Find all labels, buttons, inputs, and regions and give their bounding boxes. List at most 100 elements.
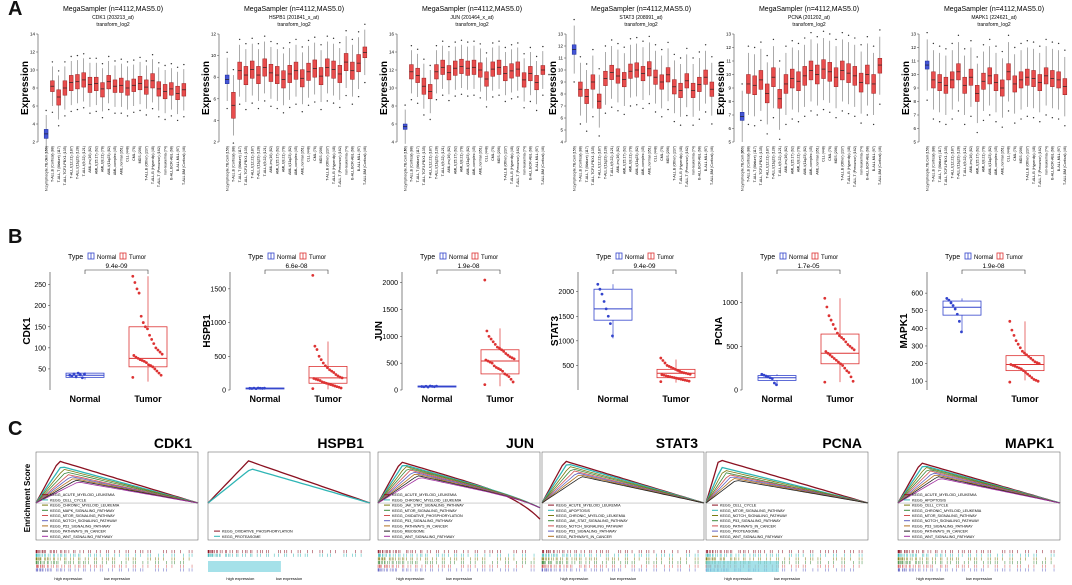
- pathway-label: KEGG_PATHWAYS_IN_CANCER: [556, 535, 612, 539]
- outlier: [829, 33, 831, 35]
- legend-normal-label: Normal: [789, 255, 808, 261]
- tumor-point: [490, 361, 494, 365]
- x-category-label: Normal: [761, 394, 792, 404]
- pathway-label: KEGG_MTOR_SIGNALING_PATHWAY: [720, 509, 785, 513]
- outlier: [251, 102, 253, 104]
- tumor-point: [487, 334, 491, 338]
- outlier: [673, 120, 676, 123]
- enrichment-curve: [377, 471, 541, 509]
- category-label: T-ALL,B (Other) (237): [673, 146, 677, 181]
- pathway-label: KEGG_P53_SIGNALING_PATHWAY: [912, 524, 973, 528]
- outlier: [1032, 41, 1035, 43]
- outlier: [238, 38, 241, 41]
- megasampler-title: MegaSampler (n=4112,MAS5.0): [591, 6, 691, 13]
- megasampler-title: MegaSampler (n=4112,MAS5.0): [244, 6, 344, 13]
- category-label: T-ALL,T (Precursor) (162): [685, 146, 689, 187]
- normal-point: [949, 301, 953, 305]
- outlier: [158, 62, 160, 64]
- category-label: MDS (206): [138, 146, 142, 163]
- megasampler-probe: STAT3 (208991_at): [619, 15, 663, 21]
- tumor-point: [334, 373, 338, 376]
- outlier: [479, 97, 481, 99]
- outlier: [473, 40, 475, 42]
- normal-point: [74, 375, 78, 379]
- gsea-ylabel: Enrichment Score: [23, 463, 32, 532]
- category-label: T-ALL,B (Cortical) (88): [410, 146, 414, 182]
- normal-point: [596, 282, 600, 286]
- outlier: [995, 121, 997, 123]
- category-label: N,Lymphocyte,TB,Cell (156): [225, 146, 229, 191]
- category-label: T-ALL,T (Precursor) (162): [853, 146, 857, 187]
- outlier: [932, 42, 935, 45]
- outlier: [314, 101, 316, 103]
- pathway-label: KEGG_CHRONIC_MYELOID_LEUKEMIA: [556, 514, 626, 518]
- tumor-point: [683, 378, 687, 382]
- tumor-point: [340, 376, 344, 380]
- y-tick-label: 6: [213, 96, 216, 101]
- tumor-point: [1036, 379, 1040, 383]
- normal-point: [260, 386, 264, 390]
- gene-ylabel: MAPK1: [899, 313, 910, 348]
- significance-bracket: [436, 269, 501, 274]
- x-category-label: Tumor: [486, 394, 514, 404]
- category-label: T-ALL,t(12;21) (187): [69, 146, 73, 178]
- normal-point: [957, 319, 961, 323]
- outlier: [263, 100, 266, 102]
- megasampler-transform: transform_log2: [792, 22, 826, 28]
- outlier: [282, 47, 285, 49]
- category-label: T-ALL,B (Hyperdip) (48): [1032, 146, 1036, 184]
- outlier: [326, 35, 329, 37]
- tumor-point: [848, 344, 852, 348]
- outlier: [270, 40, 272, 43]
- outlier: [829, 111, 831, 114]
- tumor-point: [852, 348, 856, 352]
- outlier: [617, 110, 619, 112]
- tumor-point: [677, 377, 681, 381]
- outlier: [504, 100, 507, 103]
- enrichment-curve: [897, 478, 1061, 504]
- tumor-point: [663, 361, 667, 365]
- y-tick-label: 500: [386, 361, 398, 368]
- tumor-point: [136, 356, 140, 360]
- outlier: [485, 106, 488, 108]
- normal-point: [947, 298, 951, 302]
- y-tick-label: 600: [911, 291, 923, 298]
- outlier: [301, 46, 303, 48]
- significance-bracket: [612, 269, 677, 274]
- y-tick-label: 2: [213, 140, 216, 145]
- category-label: CML (76): [491, 146, 495, 161]
- tumor-point: [317, 354, 321, 358]
- outlier: [523, 53, 525, 55]
- y-tick-label: 14: [389, 50, 395, 55]
- y-tick-label: 11: [911, 59, 916, 64]
- outlier: [517, 42, 519, 44]
- outlier: [841, 31, 844, 34]
- outlier: [314, 36, 316, 38]
- tumor-point: [507, 375, 511, 378]
- outlier: [841, 110, 844, 112]
- tumor-point: [1008, 380, 1012, 384]
- normal-point: [424, 384, 428, 388]
- tumor-point: [156, 348, 160, 352]
- gsea-frame: [541, 451, 705, 541]
- x-category-label: Tumor: [314, 394, 342, 404]
- tumor-point: [148, 333, 151, 337]
- tumor-point: [830, 355, 834, 359]
- y-tick-label: 1500: [210, 286, 226, 293]
- tumor-point: [1013, 364, 1017, 368]
- outlier: [276, 107, 278, 110]
- megasampler-probe: PCNA (201202_at): [788, 15, 830, 21]
- y-tick-label: 5: [560, 128, 563, 133]
- outlier: [460, 39, 463, 41]
- normal-point: [606, 314, 610, 318]
- tumor-point: [508, 355, 512, 359]
- outlier: [692, 57, 694, 59]
- outlier: [673, 53, 676, 56]
- outlier: [429, 64, 431, 67]
- outlier: [778, 138, 781, 140]
- tumor-point: [839, 362, 842, 366]
- category-label: B-ALL,MLL (97): [176, 146, 180, 171]
- y-tick-label: 13: [558, 32, 564, 37]
- category-label: AML,complex (45): [641, 146, 645, 175]
